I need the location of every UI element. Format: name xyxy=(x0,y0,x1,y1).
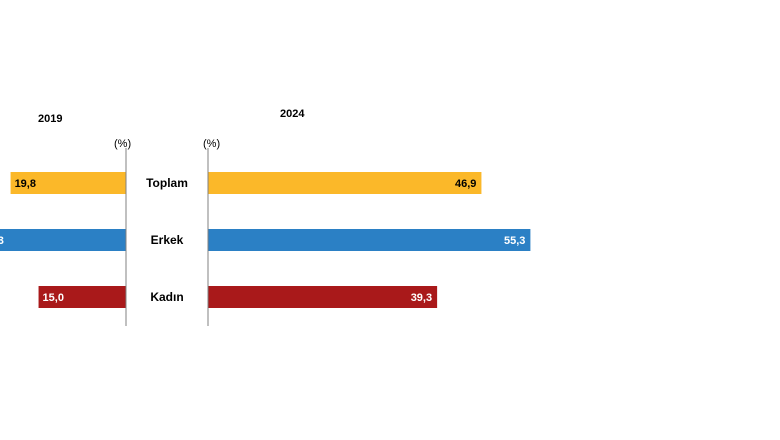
right-unit-label: (%) xyxy=(203,138,221,150)
bar-2019-0 xyxy=(10,172,126,194)
right-year-label: 2024 xyxy=(280,108,305,120)
data-label-2019-0: 19,8 xyxy=(15,178,36,190)
bar-2024-2 xyxy=(208,286,438,308)
bar-2019-1 xyxy=(0,229,126,251)
bar-2024-0 xyxy=(208,172,482,194)
left-unit-label: (%) xyxy=(114,138,132,150)
data-label-2024-0: 46,9 xyxy=(455,178,476,190)
category-label-1: Erkek xyxy=(151,233,184,247)
left-year-label: 2019 xyxy=(38,113,63,125)
bar-2019-2 xyxy=(38,286,126,308)
category-label-2: Kadın xyxy=(150,290,183,304)
data-label-2024-1: 55,3 xyxy=(504,235,525,247)
category-label-0: Toplam xyxy=(146,176,188,190)
data-label-2019-2: 15,0 xyxy=(43,292,64,304)
bar-2024-1 xyxy=(208,229,531,251)
data-label-2019-1: 25,3 xyxy=(0,235,4,247)
data-label-2024-2: 39,3 xyxy=(411,292,432,304)
